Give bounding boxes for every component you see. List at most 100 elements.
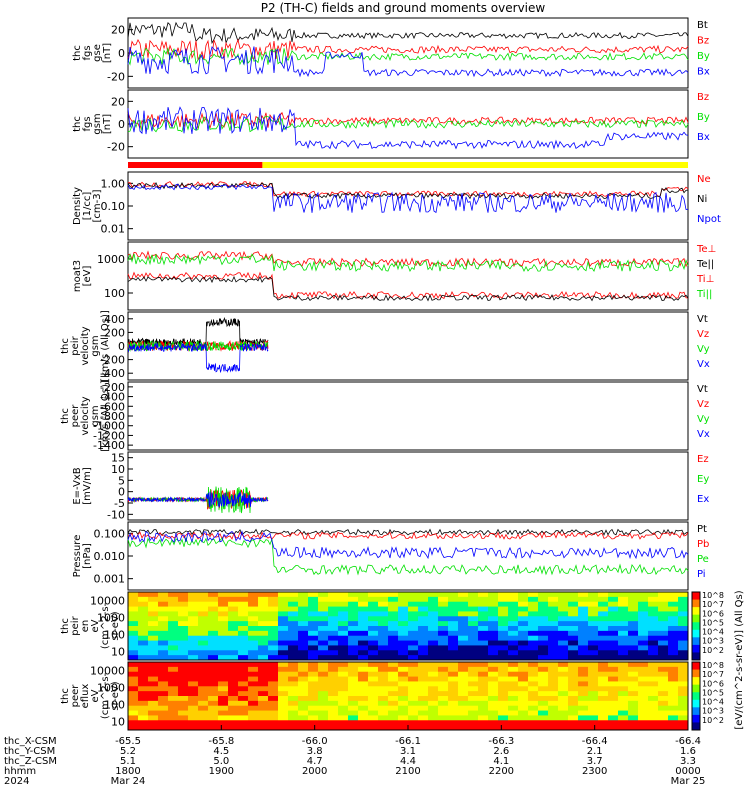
spectrogram-cell (208, 691, 219, 697)
spectrogram-cell (418, 621, 429, 627)
spectrogram-cell (258, 630, 269, 637)
spectrogram-cell (188, 635, 199, 642)
spectrogram-cell (498, 611, 509, 617)
x-row-value: 5.2 (120, 746, 136, 757)
spectrogram-cell (538, 710, 549, 716)
spectrogram-cell (668, 700, 679, 707)
spectrogram-cell (128, 655, 139, 661)
spectrogram-cell (168, 715, 179, 721)
spectrogram-cell (328, 720, 339, 726)
spectrogram-cell (228, 696, 239, 702)
spectrogram-cell (578, 671, 589, 678)
spectrogram-cell (658, 592, 669, 598)
spectrogram-cell (348, 606, 359, 612)
legend-Te⊥: Te⊥ (696, 244, 716, 255)
spectrogram-cell (618, 681, 629, 687)
spectrogram-cell (328, 630, 339, 637)
spectrogram-cell (438, 681, 449, 687)
spectrogram-cell (528, 705, 539, 712)
spectrogram-cell (618, 626, 629, 632)
spectrogram-cell (298, 710, 309, 716)
spectrogram-cell (138, 696, 149, 702)
spectrogram-cell (468, 635, 479, 642)
spectrogram-cell (138, 725, 149, 731)
spectrogram-cell (648, 671, 659, 678)
spectrogram-cell (228, 616, 239, 622)
spectrogram-cell (488, 662, 499, 668)
spectrogram-cell (298, 666, 309, 673)
spectrogram-cell (678, 715, 689, 721)
spectrogram-cell (128, 705, 139, 712)
spectrogram-cell (158, 621, 169, 627)
series-line (127, 275, 689, 302)
spectrogram-cell (298, 596, 309, 603)
spectrogram-cell (438, 645, 449, 651)
spectrogram-cell (128, 715, 139, 721)
spectrogram-cell (228, 681, 239, 687)
spectrogram-cell (388, 705, 399, 712)
spectrogram-cell (678, 596, 689, 603)
spectrogram-cell (148, 676, 159, 682)
spectrogram-cell (648, 676, 659, 682)
y-axis-label: thcpeerefluxeV(cm^2-s-sr-eV) (60, 672, 121, 719)
spectrogram-cell (158, 592, 169, 598)
spectrogram-cell (418, 655, 429, 661)
spectrogram-cell (258, 621, 269, 627)
spectrogram-cell (308, 592, 319, 598)
spectrogram-cell (368, 635, 379, 642)
spectrogram-cell (238, 696, 249, 702)
y-label-line: thc (60, 688, 71, 704)
spectrogram-cell (288, 662, 299, 668)
spectrogram-cell (328, 606, 339, 612)
spectrogram-cell (198, 650, 209, 656)
spectrogram-cell (338, 616, 349, 622)
spectrogram-cell (618, 662, 629, 668)
spectrogram-cell (598, 662, 609, 668)
spectrogram-cell (518, 592, 529, 598)
y-label-line: sr-eV) (110, 611, 121, 640)
spectrogram-cell (478, 621, 489, 627)
spectrogram-cell (238, 616, 249, 622)
spectrogram-cell (398, 616, 409, 622)
spectrogram-cell (368, 686, 379, 692)
spectrogram-cell (548, 720, 559, 726)
spectrogram-cell (188, 662, 199, 668)
x-row-value: 3.1 (400, 746, 416, 757)
spectrogram-cell (428, 601, 439, 608)
y-tick-label: 20 (111, 24, 125, 37)
spectrogram-cell (468, 662, 479, 668)
spectrogram-cell (308, 621, 319, 627)
spectrogram-cell (398, 691, 409, 697)
spectrogram-cell (568, 671, 579, 678)
spectrogram-cell (288, 681, 299, 687)
spectrogram-cell (388, 681, 399, 687)
spectrogram-cell (358, 616, 369, 622)
spectrogram-cell (178, 686, 189, 692)
legend-Pt: Pt (697, 524, 707, 535)
spectrogram-cell (608, 630, 619, 637)
spectrogram-cell (178, 715, 189, 721)
spectrogram-cell (508, 691, 519, 697)
spectrogram-cell (538, 645, 549, 651)
spectrogram-cell (418, 666, 429, 673)
spectrogram-cell (158, 671, 169, 678)
spectrogram-cell (158, 640, 169, 646)
spectrogram-cell (218, 700, 229, 707)
spectrogram-cell (438, 662, 449, 668)
spectrogram-cell (138, 635, 149, 642)
spectrogram-cell (588, 696, 599, 702)
spectrogram-cell (388, 626, 399, 632)
spectrogram-cell (568, 606, 579, 612)
spectrogram-cell (128, 621, 139, 627)
spectrogram-cell (638, 715, 649, 721)
spectrogram-cell (358, 592, 369, 598)
spectrogram-cell (428, 606, 439, 612)
spectrogram-cell (648, 601, 659, 608)
spectrogram-cell (668, 696, 679, 702)
spectrogram-cell (328, 666, 339, 673)
spectrogram-cell (488, 676, 499, 682)
spectrogram-cell (368, 696, 379, 702)
colorbar-segment (692, 637, 700, 646)
spectrogram-cell (318, 681, 329, 687)
spectrogram-cell (678, 676, 689, 682)
